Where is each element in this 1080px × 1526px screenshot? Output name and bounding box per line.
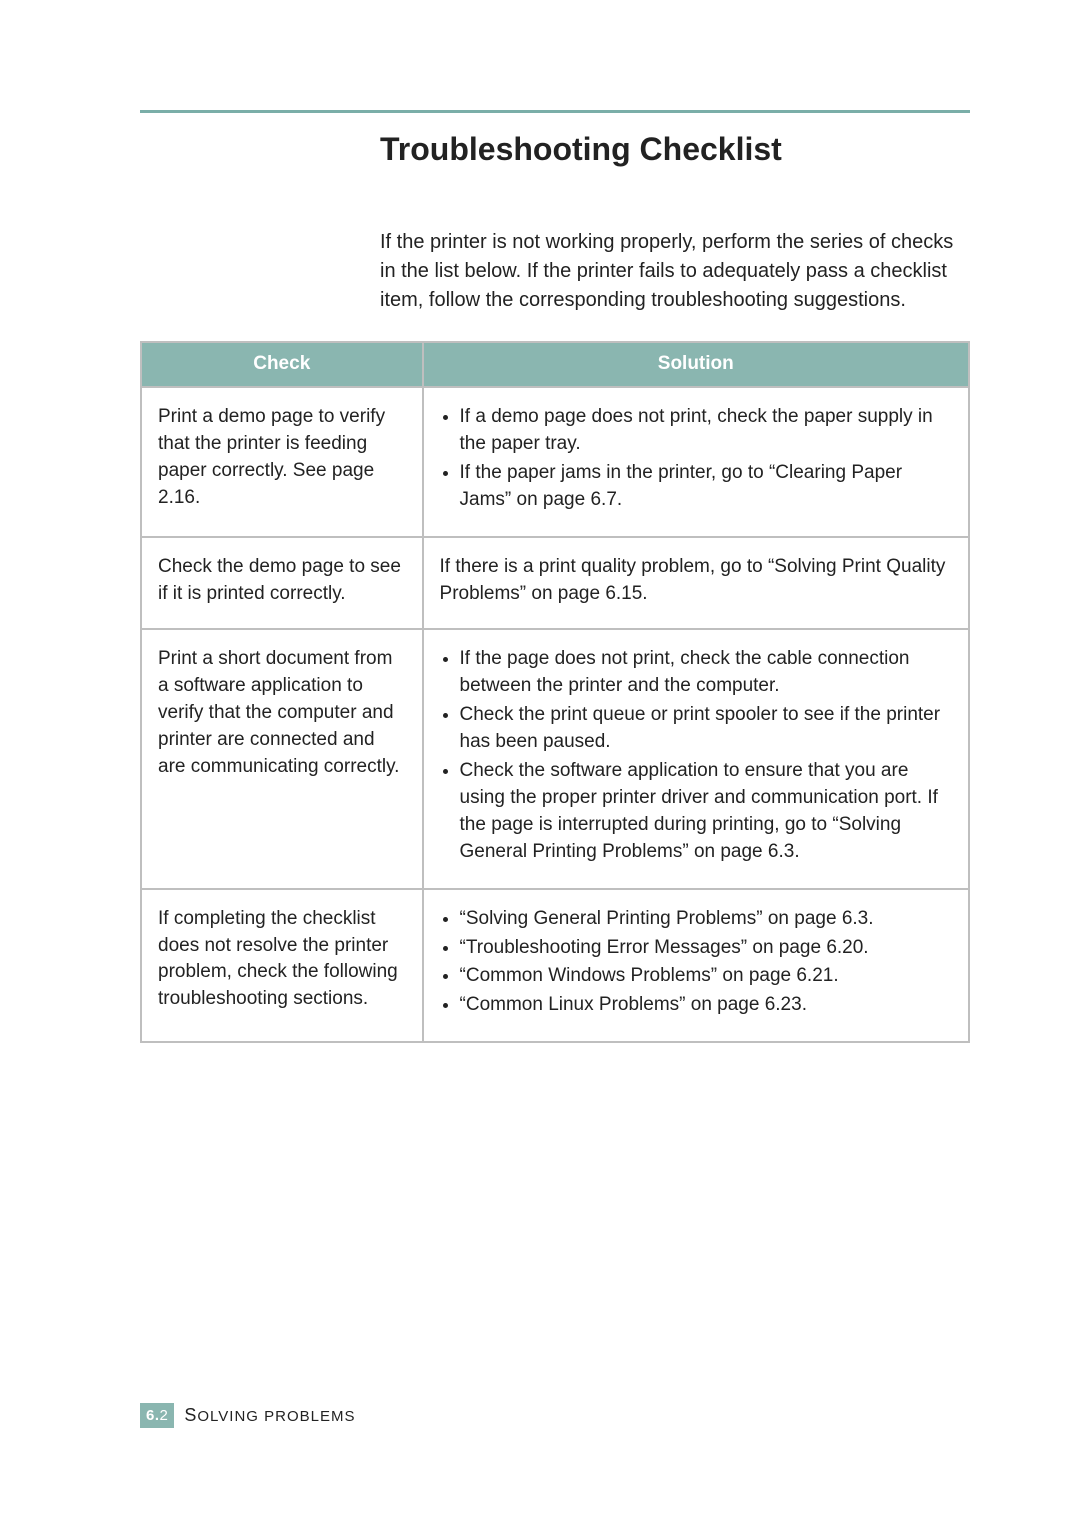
list-item: If a demo page does not print, check the… (460, 404, 952, 458)
list-item: “Troubleshooting Error Messages” on page… (460, 935, 952, 962)
list-item: If the page does not print, check the ca… (460, 646, 952, 700)
solution-bullets: If a demo page does not print, check the… (440, 404, 952, 514)
page-footer: 6.2 SOLVING PROBLEMS (140, 1403, 355, 1428)
table-row: If completing the checklist does not res… (141, 889, 969, 1043)
list-item: If the paper jams in the printer, go to … (460, 460, 952, 514)
table-row: Check the demo page to see if it is prin… (141, 537, 969, 629)
troubleshooting-table: Check Solution Print a demo page to veri… (140, 341, 970, 1043)
solution-cell: If a demo page does not print, check the… (423, 387, 969, 537)
solution-bullets: “Solving General Printing Problems” on p… (440, 906, 952, 1020)
list-item: “Common Linux Problems” on page 6.23. (460, 992, 952, 1019)
column-header-solution: Solution (423, 342, 969, 387)
intro-paragraph: If the printer is not working properly, … (380, 228, 970, 315)
table-row: Print a demo page to verify that the pri… (141, 387, 969, 537)
section-rule (140, 110, 970, 113)
page-heading: Troubleshooting Checklist (380, 131, 970, 168)
check-cell: Check the demo page to see if it is prin… (141, 537, 423, 629)
list-item: Check the software application to ensure… (460, 758, 952, 866)
list-item: “Common Windows Problems” on page 6.21. (460, 963, 952, 990)
check-cell: If completing the checklist does not res… (141, 889, 423, 1043)
check-cell: Print a demo page to verify that the pri… (141, 387, 423, 537)
solution-cell: If there is a print quality problem, go … (423, 537, 969, 629)
solution-cell: If the page does not print, check the ca… (423, 629, 969, 889)
footer-section-title: SOLVING PROBLEMS (184, 1405, 355, 1426)
column-header-check: Check (141, 342, 423, 387)
page-number-badge: 6.2 (140, 1403, 174, 1428)
check-cell: Print a short document from a software a… (141, 629, 423, 889)
list-item: Check the print queue or print spooler t… (460, 702, 952, 756)
list-item: “Solving General Printing Problems” on p… (460, 906, 952, 933)
table-row: Print a short document from a software a… (141, 629, 969, 889)
solution-bullets: If the page does not print, check the ca… (440, 646, 952, 866)
solution-cell: “Solving General Printing Problems” on p… (423, 889, 969, 1043)
